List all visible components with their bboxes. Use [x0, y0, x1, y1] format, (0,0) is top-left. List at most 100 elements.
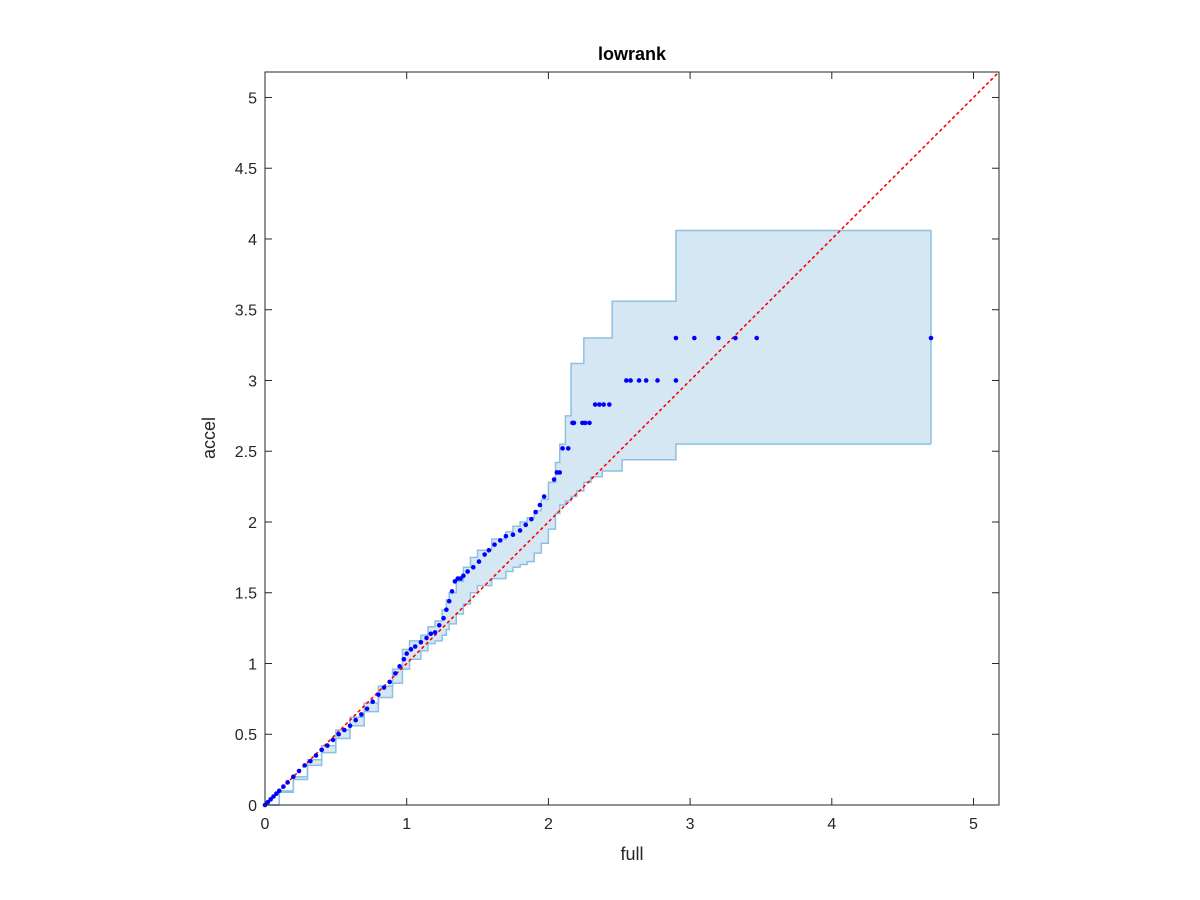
data-point	[557, 470, 563, 475]
data-point	[587, 420, 592, 426]
data-point	[503, 533, 509, 539]
data-point	[497, 538, 503, 543]
data-point	[470, 564, 476, 570]
data-point	[716, 335, 721, 341]
data-point	[276, 788, 282, 794]
x-tick-label: 4	[827, 816, 836, 833]
x-tick-label: 1	[402, 816, 411, 833]
data-point	[436, 622, 442, 628]
confidence-band-upper	[265, 229, 931, 806]
x-tick-label: 5	[969, 816, 978, 833]
data-point	[565, 446, 571, 451]
y-tick-label: 5	[248, 90, 257, 107]
data-point	[408, 647, 414, 652]
y-tick-label: 2.5	[235, 444, 257, 461]
data-point	[529, 516, 534, 522]
data-point	[387, 679, 392, 685]
data-point	[330, 737, 336, 743]
data-point	[428, 631, 434, 637]
data-point	[353, 717, 358, 723]
data-point	[537, 502, 543, 508]
chart-title: lowrank	[598, 44, 667, 64]
data-point	[313, 753, 319, 758]
data-point	[418, 639, 424, 645]
data-point	[325, 743, 330, 748]
data-point	[381, 685, 387, 690]
confidence-band-lower	[265, 443, 931, 806]
data-point	[482, 552, 487, 557]
data-point	[733, 335, 738, 341]
data-point	[401, 656, 407, 662]
data-point	[452, 579, 458, 584]
data-point	[628, 378, 633, 383]
points-layer	[262, 335, 934, 808]
data-point	[397, 664, 402, 669]
x-axis-label: full	[620, 844, 643, 864]
data-point	[432, 630, 438, 635]
data-point	[446, 598, 452, 604]
data-point	[424, 635, 429, 641]
x-tick-label: 3	[686, 816, 695, 833]
data-point	[364, 706, 370, 712]
ticks-layer: 0 1 2 3 4 5 0 0.5 1 1.5 2 2.5 3 3.5 4 4.5 5	[235, 72, 999, 833]
data-point	[285, 780, 290, 785]
data-point	[449, 589, 455, 594]
data-point	[265, 799, 271, 805]
data-point	[336, 731, 341, 737]
data-point	[541, 494, 547, 499]
data-point	[359, 712, 364, 717]
data-point	[673, 335, 679, 341]
data-point	[268, 797, 273, 802]
x-tick-label: 0	[261, 816, 270, 833]
data-point	[444, 607, 449, 613]
data-point	[523, 522, 529, 528]
data-point	[302, 763, 307, 768]
x-tick-label: 2	[544, 816, 553, 833]
confidence-band-fill	[265, 230, 931, 806]
data-point	[465, 569, 470, 574]
data-point	[476, 559, 482, 564]
y-axis-label: accel	[199, 417, 219, 459]
data-point	[404, 651, 409, 656]
data-point	[347, 723, 353, 729]
y-tick-label: 4.5	[235, 161, 257, 178]
data-point	[281, 784, 286, 789]
data-point	[582, 420, 588, 426]
y-tick-label: 0	[248, 798, 257, 815]
data-point	[308, 758, 313, 764]
data-point	[458, 576, 463, 581]
data-point	[412, 644, 418, 649]
data-point	[296, 768, 302, 774]
data-point	[643, 378, 649, 383]
y-tick-label: 3.5	[235, 303, 257, 320]
data-point	[601, 402, 606, 407]
data-point	[592, 402, 598, 407]
data-point	[533, 509, 538, 515]
y-tick-label: 4	[248, 232, 257, 249]
data-point	[376, 692, 381, 697]
data-point	[486, 547, 492, 553]
data-point	[274, 791, 279, 796]
reference-line	[264, 71, 1000, 806]
data-point	[655, 378, 660, 383]
data-point	[441, 615, 446, 621]
data-point	[510, 532, 516, 538]
y-tick-label: 3	[248, 373, 257, 390]
y-tick-label: 1.5	[235, 586, 257, 603]
data-point	[928, 335, 934, 341]
y-tick-label: 1	[248, 656, 257, 673]
y-tick-label: 2	[248, 515, 257, 532]
data-point	[692, 335, 697, 341]
data-point	[517, 528, 523, 533]
data-point	[636, 378, 642, 383]
y-tick-label: 0.5	[235, 727, 257, 744]
data-point	[560, 446, 565, 451]
data-point	[624, 378, 629, 383]
data-point	[461, 573, 466, 579]
data-point	[271, 794, 276, 799]
data-point	[291, 774, 296, 779]
data-point	[673, 378, 679, 383]
reference-line-layer	[264, 71, 1000, 806]
confidence-band-layer	[265, 229, 932, 806]
